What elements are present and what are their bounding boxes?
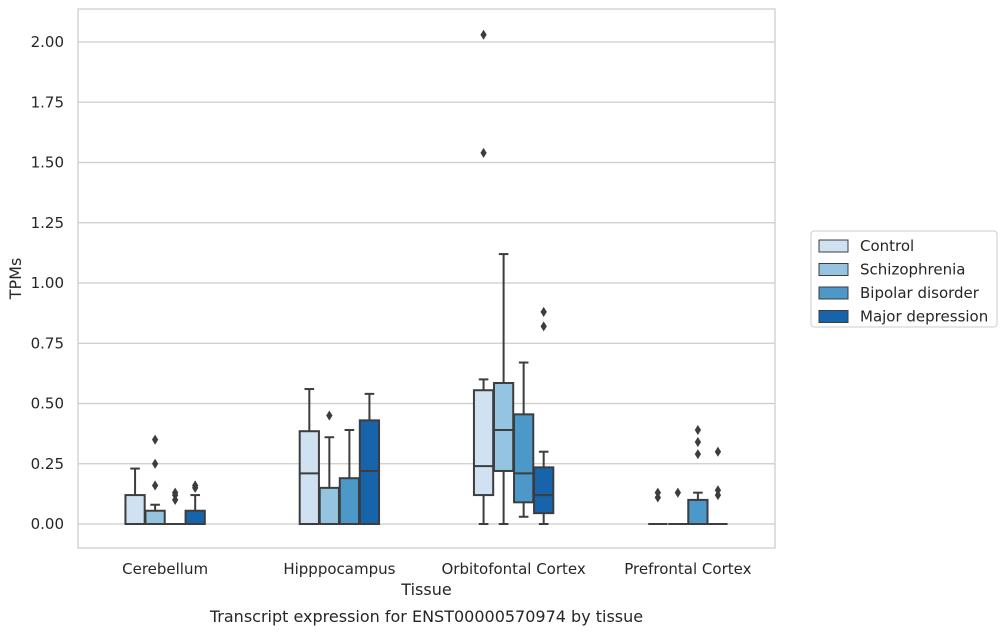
outlier-point [540, 321, 547, 332]
box-control [298, 388, 320, 525]
box-schizophrenia [318, 410, 340, 526]
y-tick-label: 1.50 [31, 154, 64, 172]
outlier-point [171, 487, 179, 498]
box-body [472, 389, 495, 497]
y-tick-label: 0.75 [31, 334, 64, 352]
y-tick-label: 1.25 [31, 214, 64, 232]
chart-caption: Transcript expression for ENST0000057097… [209, 607, 643, 626]
outlier-point [654, 487, 661, 498]
x-tick-labels: Cerebellum Hipppocampus Orbitofontal Corte… [122, 560, 751, 578]
box-major-depression [358, 392, 381, 525]
x-axis-label: Tissue [400, 580, 451, 599]
box-bipolar-disorder [687, 424, 709, 525]
outlier-point [151, 434, 159, 445]
x-tick-label: Hipppocampus [283, 560, 395, 578]
x-tick-label: Cerebellum [122, 560, 208, 578]
outlier-point [694, 437, 702, 448]
y-tick-label: 0.00 [31, 515, 64, 533]
box-body [513, 413, 535, 504]
box-body [492, 382, 515, 472]
outlier-point [151, 480, 159, 491]
outlier-point [192, 480, 199, 491]
legend-label: Major depression [860, 308, 988, 326]
y-tick-label: 1.75 [31, 93, 64, 111]
box-control [124, 467, 146, 525]
box-control [648, 487, 668, 525]
legend-swatch [818, 310, 849, 323]
box-major-depression [708, 446, 728, 525]
box-schizophrenia [492, 253, 515, 525]
box-schizophrenia [144, 434, 166, 525]
legend-frame [810, 230, 998, 328]
legend-swatch [818, 239, 849, 253]
box-bipolar-disorder [513, 361, 535, 518]
box-schizophrenia [668, 487, 688, 525]
box-bipolar-disorder [338, 429, 361, 525]
box-major-depression [184, 480, 206, 525]
outlier-point [326, 410, 333, 421]
legend-swatch [818, 263, 849, 276]
y-gridlines [78, 41, 775, 525]
outlier-point [694, 449, 702, 460]
outlier-point [480, 29, 487, 40]
box-body [358, 419, 381, 525]
box-body [144, 509, 166, 525]
box-control [472, 29, 495, 525]
legend-label: Control [860, 237, 914, 255]
box-body [184, 509, 206, 525]
box-major-depression [533, 306, 555, 525]
box-plot-marks [124, 29, 728, 526]
outlier-point [674, 487, 682, 498]
outlier-point [151, 458, 159, 469]
box-body [338, 477, 361, 525]
y-axis-label: TPMs [6, 258, 25, 301]
plot-frame [77, 8, 776, 549]
y-tick-label: 0.25 [31, 455, 64, 473]
outlier-point [540, 306, 547, 317]
box-body [124, 494, 146, 525]
legend-swatch [818, 286, 849, 300]
box-body [318, 486, 340, 526]
box-body [298, 430, 320, 525]
outlier-point [480, 147, 487, 158]
box-body [533, 466, 555, 515]
outlier-point [694, 424, 702, 436]
box-body [687, 498, 709, 525]
x-tick-label: Prefrontal Cortex [624, 560, 751, 578]
x-tick-label: Orbitofontal Cortex [442, 560, 586, 578]
y-tick-label: 1.00 [31, 274, 64, 292]
y-tick-labels: 0.00 0.25 0.50 0.75 1.00 1.25 1.50 1.75 2.00 [31, 33, 64, 533]
y-tick-label: 0.50 [31, 395, 64, 413]
outlier-point [714, 485, 722, 496]
legend: Control Schizophrenia Bipolar disorder Majo… [810, 230, 998, 328]
y-tick-label: 2.00 [31, 33, 64, 51]
outlier-point [714, 446, 722, 457]
legend-label: Schizophrenia [860, 261, 965, 279]
legend-label: Bipolar disorder [860, 284, 980, 302]
box-bipolar-disorder [165, 487, 185, 525]
